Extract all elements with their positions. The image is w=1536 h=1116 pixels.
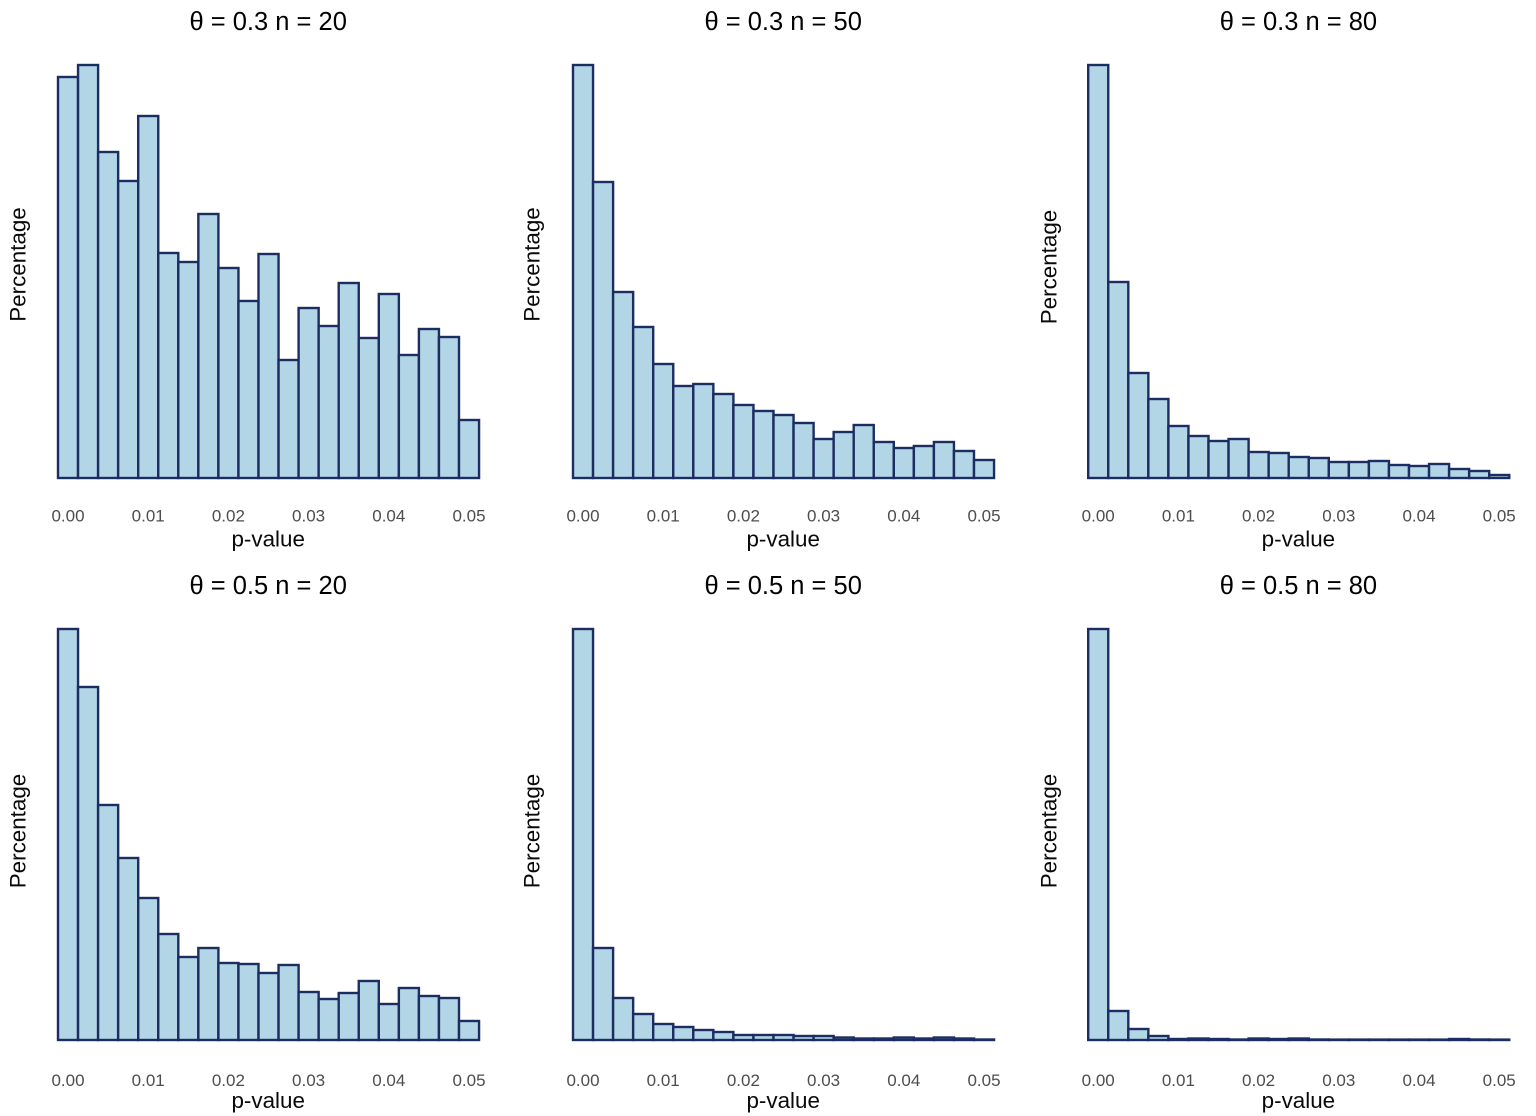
svg-text:θ = 0.5 n = 80: θ = 0.5 n = 80: [1220, 572, 1377, 600]
svg-text:0.00: 0.00: [1082, 1071, 1115, 1090]
svg-text:Percentage: Percentage: [1037, 210, 1062, 325]
svg-text:θ = 0.5 n = 20: θ = 0.5 n = 20: [190, 572, 347, 600]
svg-text:0.01: 0.01: [1162, 507, 1195, 526]
svg-text:0.01: 0.01: [132, 507, 165, 526]
svg-text:0.01: 0.01: [647, 1071, 680, 1090]
svg-text:0.03: 0.03: [292, 1071, 325, 1090]
svg-text:Percentage: Percentage: [520, 774, 545, 889]
svg-text:p-value: p-value: [1262, 527, 1335, 552]
svg-text:0.04: 0.04: [1402, 507, 1435, 526]
svg-text:Percentage: Percentage: [6, 774, 31, 889]
svg-text:0.01: 0.01: [647, 507, 680, 526]
svg-text:0.03: 0.03: [1322, 1071, 1355, 1090]
svg-text:0.00: 0.00: [1082, 507, 1115, 526]
svg-text:0.04: 0.04: [887, 507, 920, 526]
svg-text:θ = 0.3 n = 80: θ = 0.3 n = 80: [1220, 8, 1377, 36]
svg-text:0.02: 0.02: [212, 1071, 245, 1090]
svg-text:p-value: p-value: [231, 527, 304, 552]
svg-text:p-value: p-value: [231, 1088, 304, 1113]
svg-text:0.01: 0.01: [1162, 1071, 1195, 1090]
svg-text:0.05: 0.05: [967, 1071, 1000, 1090]
svg-text:Percentage: Percentage: [520, 207, 545, 322]
svg-text:0.01: 0.01: [132, 1071, 165, 1090]
svg-text:0.00: 0.00: [51, 507, 84, 526]
svg-text:0.04: 0.04: [372, 1071, 405, 1090]
svg-text:0.00: 0.00: [566, 507, 599, 526]
svg-text:0.04: 0.04: [1402, 1071, 1435, 1090]
svg-text:0.02: 0.02: [727, 507, 760, 526]
svg-text:0.05: 0.05: [1483, 507, 1516, 526]
svg-text:0.03: 0.03: [1322, 507, 1355, 526]
svg-text:0.04: 0.04: [372, 507, 405, 526]
svg-text:p-value: p-value: [746, 1088, 819, 1113]
svg-text:θ = 0.5 n = 50: θ = 0.5 n = 50: [705, 572, 862, 600]
svg-text:0.04: 0.04: [887, 1071, 920, 1090]
svg-text:0.03: 0.03: [807, 507, 840, 526]
svg-text:0.05: 0.05: [1483, 1071, 1516, 1090]
svg-text:0.00: 0.00: [566, 1071, 599, 1090]
svg-text:0.05: 0.05: [967, 507, 1000, 526]
svg-text:0.03: 0.03: [292, 507, 325, 526]
svg-text:0.02: 0.02: [212, 507, 245, 526]
svg-text:0.02: 0.02: [727, 1071, 760, 1090]
svg-text:Percentage: Percentage: [6, 207, 31, 322]
svg-text:p-value: p-value: [746, 527, 819, 552]
svg-text:θ = 0.3 n = 20: θ = 0.3 n = 20: [190, 8, 347, 36]
svg-text:p-value: p-value: [1262, 1088, 1335, 1113]
svg-text:0.05: 0.05: [452, 507, 485, 526]
svg-text:0.03: 0.03: [807, 1071, 840, 1090]
svg-text:0.05: 0.05: [452, 1071, 485, 1090]
svg-text:θ = 0.3 n = 50: θ = 0.3 n = 50: [705, 8, 862, 36]
svg-text:0.00: 0.00: [51, 1071, 84, 1090]
svg-text:Percentage: Percentage: [1037, 774, 1062, 889]
svg-text:0.02: 0.02: [1242, 507, 1275, 526]
svg-text:0.02: 0.02: [1242, 1071, 1275, 1090]
